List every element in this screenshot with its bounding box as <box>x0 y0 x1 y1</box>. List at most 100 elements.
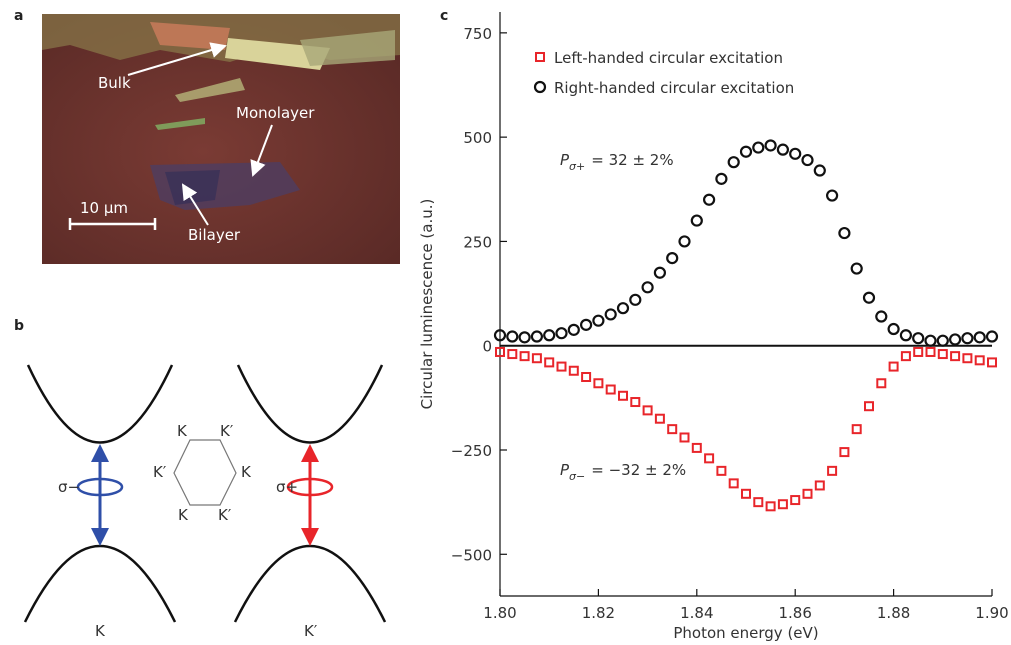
hexagon-label: K′ <box>218 506 232 524</box>
photo-label: Bulk <box>98 74 131 92</box>
valley-label: K <box>95 622 106 640</box>
panel-label: a <box>14 8 23 24</box>
brillouin-zone <box>173 439 237 506</box>
legend-label: Left-handed circular excitation <box>554 49 783 67</box>
data-point <box>579 318 593 331</box>
hexagon-label: K′ <box>153 463 167 481</box>
annotation-text: = −32 ± 2% <box>591 461 686 479</box>
data-point <box>666 252 679 265</box>
arrow <box>181 183 209 226</box>
data-point <box>678 235 691 248</box>
data-point <box>813 164 826 177</box>
x-tick-label: 1.80 <box>483 604 516 622</box>
hexagon-label: K <box>241 463 252 481</box>
data-point <box>876 378 887 389</box>
data-point <box>604 308 617 321</box>
data-point <box>507 349 518 360</box>
data-point <box>899 329 913 342</box>
data-point <box>544 357 555 368</box>
data-point <box>495 346 505 357</box>
data-point <box>653 266 667 279</box>
data-point <box>704 453 715 464</box>
data-point <box>568 365 579 376</box>
data-point <box>691 442 702 453</box>
data-point <box>739 145 753 158</box>
y-tick-label: −500 <box>451 546 492 564</box>
data-point <box>987 357 997 368</box>
data-point <box>519 351 530 362</box>
data-point <box>912 332 925 345</box>
data-point <box>543 329 556 342</box>
y-tick-label: 750 <box>463 25 492 43</box>
data-point <box>950 351 961 362</box>
data-point <box>850 262 863 275</box>
polarization-loop <box>76 477 124 497</box>
hexagon-label: K <box>177 422 188 440</box>
annotation: Pσ− = −32 ± 2% <box>560 461 686 483</box>
data-point <box>555 327 568 340</box>
panel-label: b <box>14 318 24 334</box>
data-point <box>936 334 949 347</box>
data-point <box>862 291 876 304</box>
hexagon-labels: K K′ K′ K K K′ <box>153 422 252 524</box>
data-point <box>925 346 936 357</box>
x-tick-label: 1.88 <box>877 604 910 622</box>
data-point <box>518 331 531 344</box>
data-point <box>642 405 653 416</box>
data-point <box>789 147 802 160</box>
data-point <box>875 310 888 323</box>
data-point <box>827 465 838 476</box>
data-point <box>825 189 839 202</box>
data-point <box>567 323 580 336</box>
valley-label: K′ <box>304 622 318 640</box>
polarization-label: σ+ <box>276 478 298 496</box>
y-tick-label: 250 <box>463 233 492 251</box>
data-point <box>851 424 862 435</box>
data-point <box>973 331 986 344</box>
y-tick-label: 500 <box>463 129 492 147</box>
data-point <box>753 497 764 508</box>
data-point <box>765 501 776 512</box>
data-point <box>654 413 665 424</box>
legend-marker <box>535 52 545 62</box>
data-point <box>887 322 900 336</box>
data-point <box>630 397 641 408</box>
data-point <box>506 330 519 343</box>
annotation-text: = 32 ± 2% <box>591 151 673 169</box>
data-point <box>641 281 654 294</box>
x-tick-label: 1.90 <box>975 604 1008 622</box>
data-point <box>814 480 825 491</box>
data-point <box>802 488 813 499</box>
y-tick-label: −250 <box>451 442 492 460</box>
data-point <box>605 384 616 395</box>
x-axis-label: Photon energy (eV) <box>673 624 818 641</box>
scale-bar-label: 10 µm <box>80 199 128 217</box>
x-tick-label: 1.84 <box>680 604 713 622</box>
hexagon-label: K <box>178 506 189 524</box>
bands <box>23 364 387 623</box>
data-point <box>900 351 911 362</box>
data-point <box>839 447 850 458</box>
x-tick-label: 1.82 <box>582 604 615 622</box>
data-point <box>888 361 899 372</box>
legend-label: Right-handed circular excitation <box>554 79 794 97</box>
data-point <box>702 193 716 206</box>
data-point <box>764 139 777 152</box>
data-point <box>777 499 788 510</box>
data-point <box>937 349 948 360</box>
data-point <box>616 302 630 315</box>
data-point <box>493 329 507 342</box>
data-point <box>727 156 740 169</box>
photo-label: Bilayer <box>188 226 241 244</box>
data-point <box>592 314 605 327</box>
scale-bar <box>68 218 157 230</box>
data-point <box>838 226 851 240</box>
data-point <box>581 372 592 382</box>
data-point <box>530 330 544 343</box>
data-point <box>948 333 962 346</box>
data-point <box>801 153 814 167</box>
data-point <box>531 353 542 364</box>
data-point <box>790 495 801 506</box>
data-point <box>974 355 985 366</box>
